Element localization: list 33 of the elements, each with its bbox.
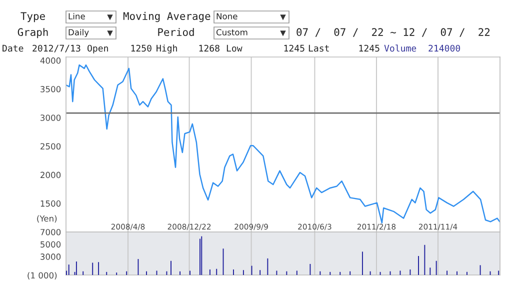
text: 1245 — [284, 44, 304, 52]
y-axis-title: (Yen) — [37, 215, 57, 223]
y-axis-title: (1 000) — [28, 272, 57, 280]
text: Custom — [216, 29, 248, 36]
text: Line — [68, 12, 85, 20]
y-tick-label: 3000 — [40, 114, 61, 121]
text: Low — [226, 44, 242, 52]
line-series — [66, 64, 500, 224]
y-tick-label: 7000 — [40, 228, 61, 236]
text: Date — [2, 44, 24, 52]
text: High — [156, 44, 177, 54]
text: Type — [20, 12, 45, 22]
text: Volume — [384, 44, 416, 52]
text: Last — [308, 44, 329, 52]
text: Daily — [68, 28, 89, 38]
text: 1245 — [359, 44, 380, 52]
text: Open — [88, 44, 108, 54]
text: 214000 — [428, 44, 460, 52]
text: 07 / 07 / 22 ~ 12 / 07 / 22 — [296, 28, 490, 37]
y-tick-label: 4000 — [40, 57, 61, 64]
text: 2012/7/13 — [32, 44, 80, 52]
y-tick-label: 2000 — [40, 172, 61, 178]
text: 1250 — [131, 44, 152, 52]
y-tick-label: 5000 — [40, 241, 61, 248]
text: Period — [158, 28, 194, 36]
text: 1268 — [199, 44, 220, 52]
y-tick-label: 3500 — [40, 86, 61, 92]
y-tick-label: 2500 — [40, 143, 61, 150]
text: None — [216, 13, 238, 20]
text: Graph — [18, 28, 48, 38]
y-tick-label: 3000 — [40, 254, 61, 260]
y-tick-label: 1500 — [40, 200, 61, 207]
text: Moving Average — [123, 12, 210, 22]
